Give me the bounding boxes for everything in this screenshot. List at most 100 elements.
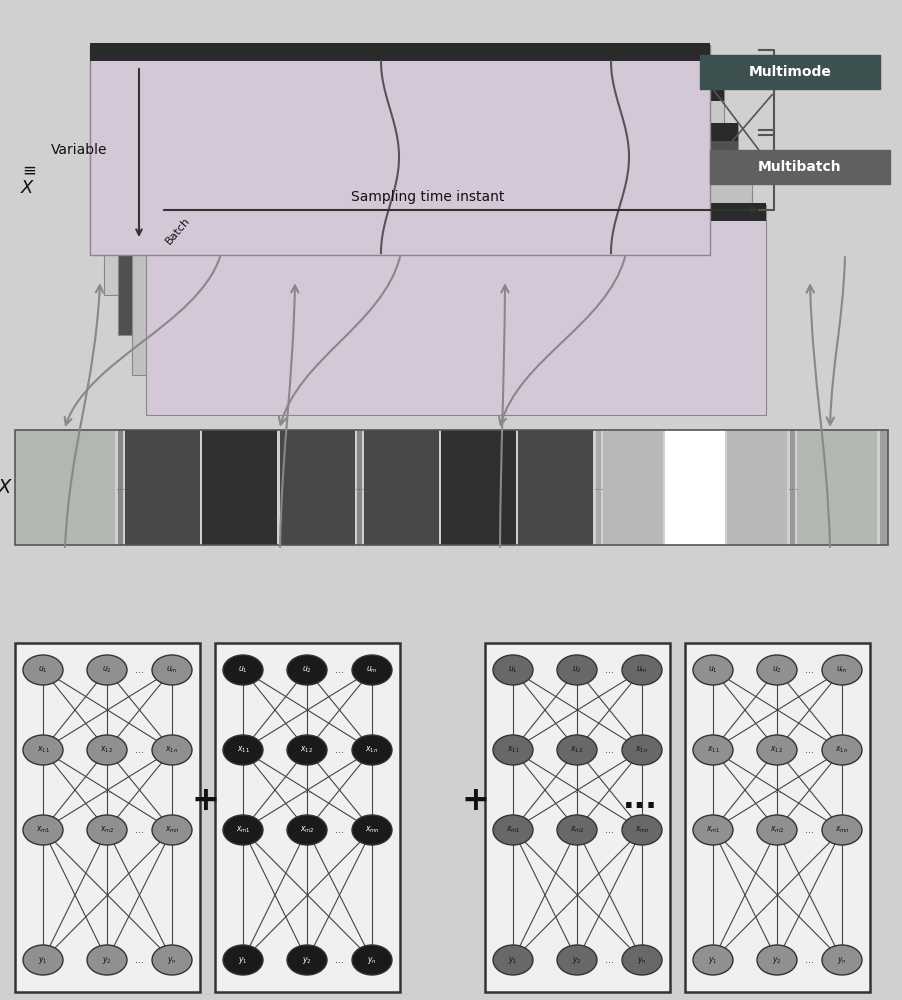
Ellipse shape — [557, 655, 596, 685]
Text: ...: ... — [335, 955, 344, 965]
FancyArrowPatch shape — [499, 257, 624, 425]
Text: $x_{m2}$: $x_{m2}$ — [299, 825, 314, 835]
Text: $y_n$: $y_n$ — [367, 954, 376, 966]
Text: $x_{m1}$: $x_{m1}$ — [505, 825, 520, 835]
Text: ...: ... — [604, 825, 613, 835]
Bar — [709, 150, 889, 184]
Bar — [132, 165, 751, 375]
Text: Batch: Batch — [164, 215, 192, 246]
Text: ...: ... — [572, 785, 583, 795]
Text: $u_1$: $u_1$ — [508, 665, 517, 675]
Text: ...: ... — [787, 483, 797, 492]
Text: ...: ... — [804, 825, 813, 835]
Text: ...: ... — [102, 785, 113, 795]
Text: Variable: Variable — [51, 143, 107, 157]
Text: ...: ... — [354, 483, 365, 492]
Ellipse shape — [621, 815, 661, 845]
Text: $x_{12}$: $x_{12}$ — [100, 745, 114, 755]
FancyArrowPatch shape — [280, 285, 298, 547]
Text: $x_{12}$: $x_{12}$ — [570, 745, 583, 755]
Bar — [132, 163, 751, 181]
FancyArrowPatch shape — [805, 285, 829, 547]
Text: $x_{11}$: $x_{11}$ — [236, 745, 249, 755]
Ellipse shape — [821, 655, 861, 685]
Ellipse shape — [152, 655, 192, 685]
Bar — [699, 55, 879, 89]
Ellipse shape — [492, 655, 532, 685]
Text: ...: ... — [593, 483, 603, 492]
Bar — [146, 205, 765, 415]
Ellipse shape — [692, 655, 732, 685]
Text: $x_{m2}$: $x_{m2}$ — [769, 825, 784, 835]
Text: $x_{m2}$: $x_{m2}$ — [569, 825, 584, 835]
Text: ...: ... — [135, 955, 143, 965]
FancyArrowPatch shape — [65, 285, 103, 547]
Ellipse shape — [152, 735, 192, 765]
Text: $u_m$: $u_m$ — [365, 665, 377, 675]
Bar — [685, 643, 869, 992]
Bar — [356, 430, 362, 545]
Text: $y_n$: $y_n$ — [637, 954, 646, 966]
Text: ...: ... — [302, 785, 313, 795]
Text: $X$: $X$ — [0, 478, 14, 497]
Text: $u_2$: $u_2$ — [302, 665, 311, 675]
Ellipse shape — [287, 735, 327, 765]
Text: $u_1$: $u_1$ — [38, 665, 48, 675]
Text: ...: ... — [335, 665, 344, 675]
Text: $x_{12}$: $x_{12}$ — [300, 745, 313, 755]
Bar — [15, 643, 199, 992]
FancyArrowPatch shape — [279, 257, 400, 425]
Text: $u_1$: $u_1$ — [707, 665, 717, 675]
Text: ...: ... — [604, 665, 613, 675]
Ellipse shape — [287, 945, 327, 975]
FancyArrowPatch shape — [500, 285, 508, 547]
Ellipse shape — [23, 655, 63, 685]
Text: +: + — [461, 784, 488, 816]
Ellipse shape — [492, 815, 532, 845]
Ellipse shape — [692, 815, 732, 845]
Text: $X$: $X$ — [20, 179, 36, 197]
Ellipse shape — [692, 945, 732, 975]
Bar — [364, 430, 438, 545]
Ellipse shape — [287, 815, 327, 845]
Text: $u_2$: $u_2$ — [572, 665, 581, 675]
Bar — [518, 430, 593, 545]
FancyArrowPatch shape — [65, 257, 220, 425]
Bar — [726, 430, 787, 545]
Bar — [118, 125, 737, 335]
Bar — [202, 430, 277, 545]
Text: $y_n$: $y_n$ — [167, 954, 177, 966]
Ellipse shape — [287, 655, 327, 685]
Ellipse shape — [821, 945, 861, 975]
Ellipse shape — [152, 815, 192, 845]
Text: $x_{1n}$: $x_{1n}$ — [365, 745, 378, 755]
Text: $y_2$: $y_2$ — [302, 954, 311, 966]
Ellipse shape — [756, 735, 796, 765]
Bar — [90, 45, 709, 255]
Bar — [603, 430, 662, 545]
Ellipse shape — [821, 815, 861, 845]
Text: $y_2$: $y_2$ — [572, 954, 581, 966]
Ellipse shape — [557, 815, 596, 845]
Ellipse shape — [492, 735, 532, 765]
Text: ...: ... — [135, 825, 143, 835]
Ellipse shape — [621, 945, 661, 975]
Bar — [90, 43, 709, 61]
Text: Multibatch: Multibatch — [758, 160, 841, 174]
Bar — [664, 430, 724, 545]
Text: $x_{1n}$: $x_{1n}$ — [834, 745, 848, 755]
Text: $y_2$: $y_2$ — [102, 954, 112, 966]
Ellipse shape — [152, 945, 192, 975]
Ellipse shape — [23, 945, 63, 975]
Ellipse shape — [223, 735, 262, 765]
Bar — [104, 85, 723, 295]
Ellipse shape — [23, 815, 63, 845]
Text: ...: ... — [804, 745, 813, 755]
Text: $u_2$: $u_2$ — [102, 665, 112, 675]
Ellipse shape — [692, 735, 732, 765]
Text: $x_{1n}$: $x_{1n}$ — [635, 745, 648, 755]
Ellipse shape — [23, 735, 63, 765]
Text: ...: ... — [604, 745, 613, 755]
Text: $y_1$: $y_1$ — [238, 954, 247, 966]
Text: $x_{m1}$: $x_{m1}$ — [704, 825, 720, 835]
